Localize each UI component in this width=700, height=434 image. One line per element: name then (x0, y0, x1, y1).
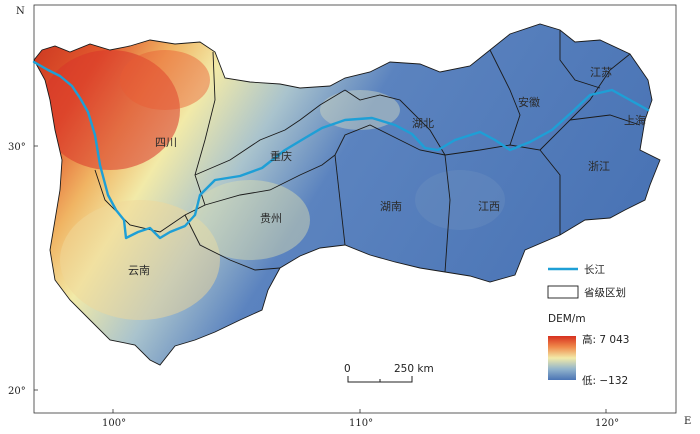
label-jiangxi: 江西 (478, 200, 500, 213)
label-hubei: 湖北 (412, 117, 434, 130)
lon-tick-120: 120° (595, 418, 619, 429)
east-label: E (684, 416, 691, 427)
legend-dem-ramp (548, 336, 576, 380)
yangtze-river (32, 60, 650, 240)
legend-dem-high: 高: 7 043 (582, 333, 629, 346)
scale-bar: 0 250 km (344, 363, 434, 383)
label-anhui: 安徽 (518, 95, 540, 109)
lat-tick-20: 20° (8, 386, 26, 397)
label-guizhou: 贵州 (260, 212, 282, 225)
lat-tick-30: 30° (8, 142, 26, 153)
label-shanghai: 上海 (624, 113, 646, 127)
lon-tick-100: 100° (102, 418, 126, 429)
scale-end: 250 km (394, 363, 434, 375)
axis-ticks (34, 145, 607, 413)
lon-tick-110: 110° (349, 418, 373, 429)
legend-river-label: 长江 (584, 264, 605, 276)
province-labels: 四川 重庆 贵州 云南 湖北 湖南 江西 安徽 江苏 上海 浙江 (128, 66, 646, 277)
label-hunan: 湖南 (380, 200, 402, 213)
north-label: N (16, 6, 25, 17)
label-chongqing: 重庆 (270, 149, 292, 163)
label-sichuan: 四川 (155, 136, 177, 149)
legend-dem-low: 低: −132 (582, 374, 628, 387)
legend-boundary-swatch (547, 285, 579, 299)
label-yunnan: 云南 (128, 264, 150, 277)
legend: 长江 省级区划 DEM/m 高: 7 043 低: −132 (547, 264, 629, 387)
label-zhejiang: 浙江 (588, 160, 610, 173)
legend-dem-title: DEM/m (548, 313, 586, 325)
label-jiangsu: 江苏 (590, 66, 612, 79)
scale-start: 0 (344, 363, 351, 375)
legend-boundary-label: 省级区划 (584, 286, 626, 299)
